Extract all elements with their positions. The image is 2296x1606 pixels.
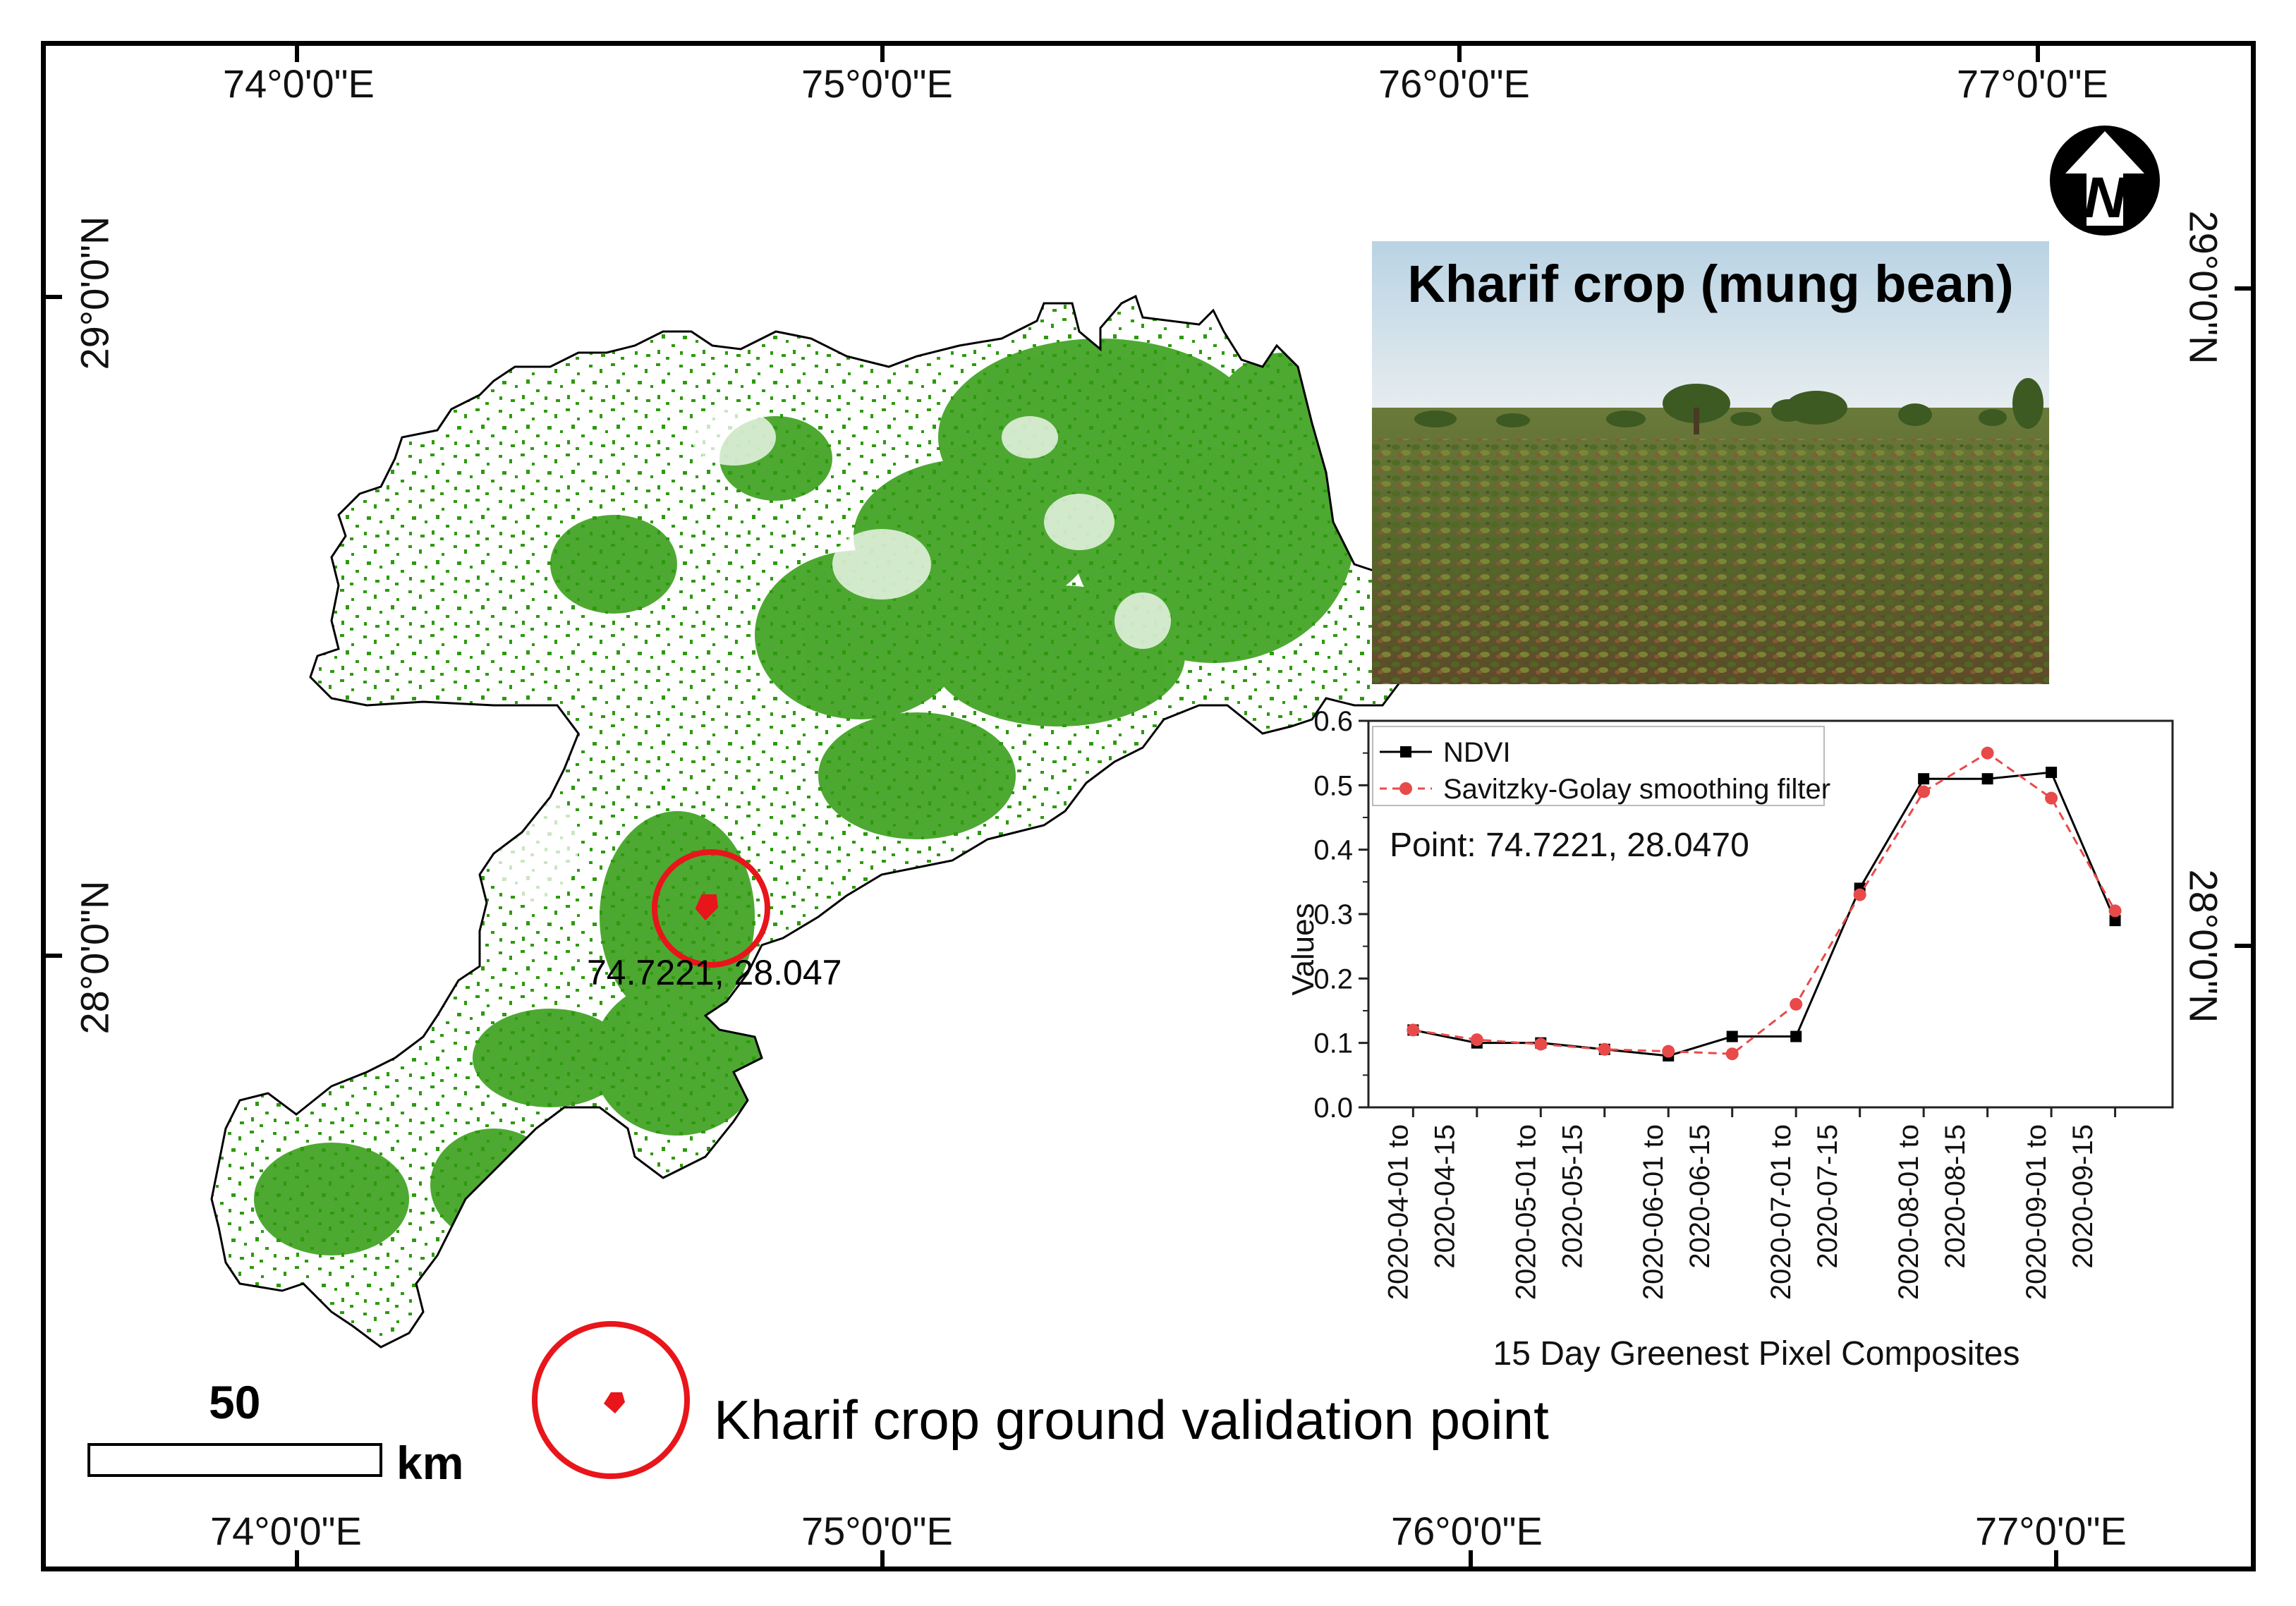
x-tick-label: 2020-04-15 [1429,1124,1460,1269]
y-tick-label: 0.6 [1313,706,1353,737]
y-tick-label: 0.2 [1313,963,1353,994]
chart-annotation: Point: 74.7221, 28.0470 [1390,827,1749,864]
x-tick-label: 2020-09-15 [2067,1124,2098,1269]
bottom-tick [2054,1550,2058,1571]
top-lon-label-75: 75°0'0"E [801,61,953,106]
top-tick [295,41,299,62]
sg-filter-point [1407,1023,1420,1037]
bottom-lon-label-75: 75°0'0"E [801,1509,953,1553]
x-tick-label-group: 2020-09-01 to 2020-09-15 [2021,1124,2098,1300]
x-tick-label: 2020-09-01 to [2021,1124,2052,1300]
scale-bar [87,1443,382,1477]
ndvi-point [2109,915,2121,927]
bottom-lon-label-76: 76°0'0"E [1391,1509,1543,1553]
bottom-tick [295,1550,299,1571]
chart-legend-box [1372,726,1825,806]
ndvi-point [1790,1030,1802,1042]
sg-filter-point [1662,1045,1675,1058]
sg-filter-point [1853,888,1866,901]
map-validation-circle [652,849,770,968]
map-frame [41,41,2256,1571]
x-tick-label-group: 2020-07-01 to 2020-07-15 [1766,1124,1843,1300]
left-tick [41,295,62,299]
x-tick-label-group: 2020-06-01 to 2020-06-15 [1638,1124,1715,1300]
y-tick-label: 0.0 [1313,1093,1353,1124]
legend-sg-label: Savitzky-Golay smoothing filter [1443,774,1830,805]
legend-ndvi-marker [1400,746,1411,758]
top-lon-label-76: 76°0'0"E [1378,61,1530,106]
bottom-tick [1469,1550,1473,1571]
y-tick-label: 0.3 [1313,899,1353,930]
sg-filter-point [2108,904,2122,918]
map-point-label: 74.7221, 28.047 [587,953,842,992]
bottom-tick [880,1550,885,1571]
north-arrow-icon: N [2050,126,2160,236]
y-tick-label: 0.4 [1313,835,1353,866]
legend-validation-point [604,1392,625,1413]
top-tick [1457,41,1462,62]
ndvi-point [1918,773,1930,785]
x-tick-label: 2020-04-01 to [1383,1124,1414,1300]
legend-validation-label: Kharif crop ground validation point [714,1389,1549,1451]
y-tick-label: 0.5 [1313,770,1353,801]
x-tick-label: 2020-05-15 [1557,1124,1588,1269]
x-tick-label: 2020-05-01 to [1510,1124,1541,1300]
x-axis-label: 15 Day Greenest Pixel Composites [1493,1335,2020,1373]
sg-filter-point [1534,1038,1548,1051]
top-lon-label-74: 74°0'0"E [223,61,375,106]
x-tick-label: 2020-08-15 [1940,1124,1971,1269]
crop-photo-scene [1372,241,2049,684]
north-arrow-letter: N [2084,166,2127,230]
x-tick-label-group: 2020-05-01 to 2020-05-15 [1510,1124,1588,1300]
legend-sg-marker [1399,782,1412,795]
ndvi-chart: NDVI Savitzky-Golay smoothing filter 0.0 0… [1286,706,2174,1373]
left-tick [41,954,62,958]
top-tick [2036,41,2040,62]
y-tick-label: 0.1 [1313,1028,1353,1059]
y-axis-label: Values [1286,903,1320,995]
x-tick-label-group: 2020-08-01 to 2020-08-15 [1893,1124,1971,1300]
ndvi-point [2046,767,2058,779]
crop-photo: Kharif crop (mung bean) [1372,241,2049,684]
x-tick-label-group: 2020-04-01 to 2020-04-15 [1383,1124,1460,1300]
sg-filter-point [1470,1033,1483,1047]
bottom-lon-label-74: 74°0'0"E [210,1509,362,1553]
top-lon-label-77: 77°0'0"E [1957,61,2108,106]
x-tick-label: 2020-06-01 to [1638,1124,1669,1300]
sg-filter-point [1790,997,1803,1011]
legend-validation-circle [532,1321,690,1479]
right-tick [2235,286,2256,291]
sg-filter-point [1981,746,1994,760]
sg-filter-point [1598,1042,1611,1056]
sg-filter-point [2045,791,2058,805]
x-tick-label: 2020-07-15 [1812,1124,1843,1269]
ndvi-point [1981,773,1993,785]
x-tick-label: 2020-06-15 [1684,1124,1715,1269]
legend-ndvi-label: NDVI [1443,737,1511,768]
photo-title: Kharif crop (mung bean) [1407,255,2014,313]
sg-filter-point [1917,785,1931,798]
bottom-lon-label-77: 77°0'0"E [1975,1509,2127,1553]
map-validation-point [695,894,719,920]
sg-filter-point [1725,1047,1739,1061]
x-tick-label: 2020-07-01 to [1766,1124,1797,1300]
scale-unit: km [396,1437,464,1489]
top-tick [880,41,885,62]
scale-value: 50 [209,1376,261,1428]
sg-filter-line [1413,751,2116,1055]
x-tick-label: 2020-08-01 to [1893,1124,1924,1300]
ndvi-point [1726,1030,1738,1042]
right-tick [2235,944,2256,948]
